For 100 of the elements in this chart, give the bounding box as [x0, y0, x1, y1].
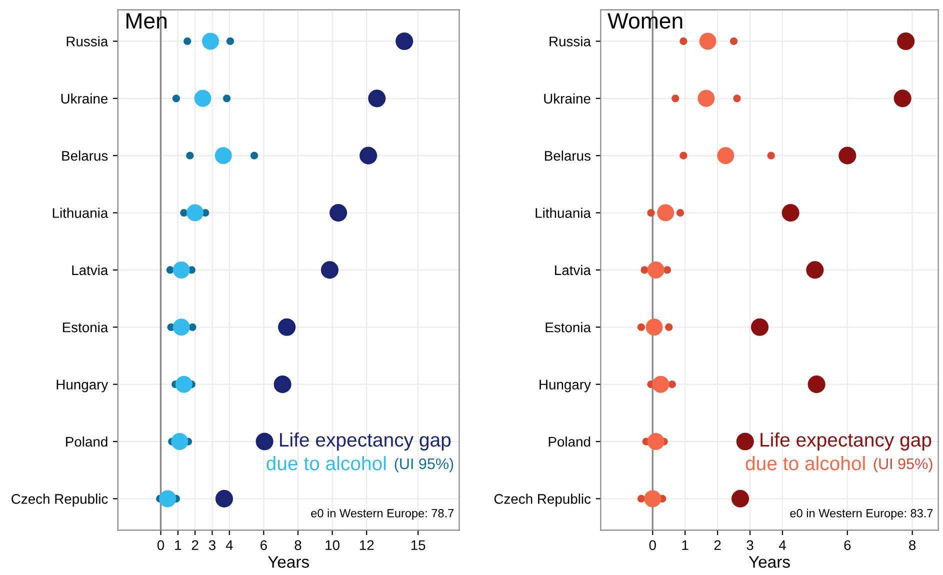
y-tick-label: Estonia	[62, 322, 108, 332]
x-tick-label: 6	[844, 540, 851, 550]
point	[699, 32, 716, 50]
point	[838, 146, 856, 164]
text: due to alcohol	[266, 456, 386, 470]
x-tick-label: 3	[208, 540, 216, 550]
y-tick-label: Russia	[66, 36, 108, 46]
point	[640, 266, 648, 274]
point	[644, 490, 662, 508]
point	[175, 376, 192, 393]
point	[680, 152, 688, 160]
x-tick-label: 4	[226, 540, 233, 550]
y-tick-label: Lithuania	[52, 208, 108, 218]
point	[647, 261, 664, 278]
y-tick-label: Ukraine	[544, 93, 590, 104]
y-tick-label: Poland	[66, 436, 108, 447]
y-tick-label: Hungary	[56, 380, 108, 392]
y-tick-label: Russia	[550, 36, 591, 46]
point	[806, 261, 824, 279]
text: (UI 95%)	[394, 458, 454, 472]
point	[320, 261, 339, 279]
x-tick-label: 0	[649, 540, 656, 550]
y-tick-label: Poland	[548, 436, 590, 447]
point	[897, 32, 915, 50]
point	[717, 147, 734, 164]
point	[731, 490, 750, 508]
point	[223, 94, 231, 102]
y-tick-label: Hungary	[540, 380, 591, 392]
point	[637, 494, 646, 502]
x-tick-label: 6	[260, 540, 267, 550]
point	[767, 152, 775, 160]
x-tick-label: 1	[175, 540, 182, 550]
y-tick-label: Estonia	[546, 322, 591, 332]
x-tick-label: 2	[192, 540, 198, 550]
chart-title: Men	[126, 13, 166, 29]
point	[396, 32, 414, 50]
point	[668, 380, 676, 388]
point	[214, 147, 232, 164]
point	[188, 323, 196, 331]
text: due to alcohol	[746, 456, 865, 470]
point	[665, 323, 673, 331]
x-tick-label: 1	[682, 540, 688, 550]
x-tick-label: 8	[294, 540, 302, 550]
annotation: e0 in Western Europe: 78.7	[311, 508, 454, 520]
point	[186, 152, 194, 160]
point	[172, 318, 190, 336]
series-label: Life expectancy gap	[280, 432, 451, 451]
point	[360, 146, 378, 164]
point	[368, 90, 386, 108]
point	[894, 90, 912, 108]
x-tick-label: 3	[746, 540, 754, 550]
y-tick-label: Lithuania	[536, 208, 591, 218]
point	[184, 37, 192, 46]
x-tick-label: 12	[360, 540, 374, 550]
point	[750, 318, 769, 336]
point	[172, 261, 190, 278]
point	[215, 490, 234, 508]
point	[250, 152, 258, 160]
point	[646, 318, 663, 336]
point	[652, 376, 670, 393]
series-label: Life expectancy gap	[760, 432, 932, 451]
point	[647, 433, 664, 450]
point	[274, 376, 292, 394]
point	[226, 37, 234, 46]
point	[676, 208, 684, 217]
point	[637, 323, 646, 331]
x-axis-title: Years	[268, 556, 309, 568]
point	[698, 90, 715, 107]
point	[171, 433, 188, 450]
point	[782, 204, 800, 222]
y-tick-label: Ukraine	[61, 93, 108, 104]
point	[186, 204, 204, 222]
point	[202, 32, 220, 50]
x-tick-label: 0	[157, 540, 164, 550]
x-tick-label: 15	[411, 540, 426, 550]
x-tick-label: 2	[714, 540, 721, 550]
point	[194, 90, 212, 107]
point	[330, 204, 348, 222]
point	[278, 318, 296, 336]
y-tick-label: Belarus	[545, 150, 590, 161]
point	[736, 432, 754, 450]
y-tick-label: Latvia	[72, 264, 108, 276]
text: (UI 95%)	[874, 458, 932, 472]
x-tick-label: 8	[909, 540, 916, 550]
point	[657, 204, 674, 222]
point	[730, 37, 738, 46]
point	[166, 266, 174, 274]
point	[647, 208, 655, 217]
point	[808, 376, 826, 394]
point	[159, 490, 176, 508]
point	[172, 94, 180, 102]
point	[733, 94, 741, 102]
y-tick-label: Czech Republic	[12, 494, 108, 507]
y-tick-label: Belarus	[62, 150, 108, 161]
x-tick-label: 10	[326, 540, 340, 550]
y-tick-label: Latvia	[555, 264, 591, 276]
point	[256, 432, 274, 450]
x-tick-label: 4	[778, 540, 786, 550]
point	[680, 37, 688, 46]
y-tick-label: Czech Republic	[494, 494, 591, 507]
